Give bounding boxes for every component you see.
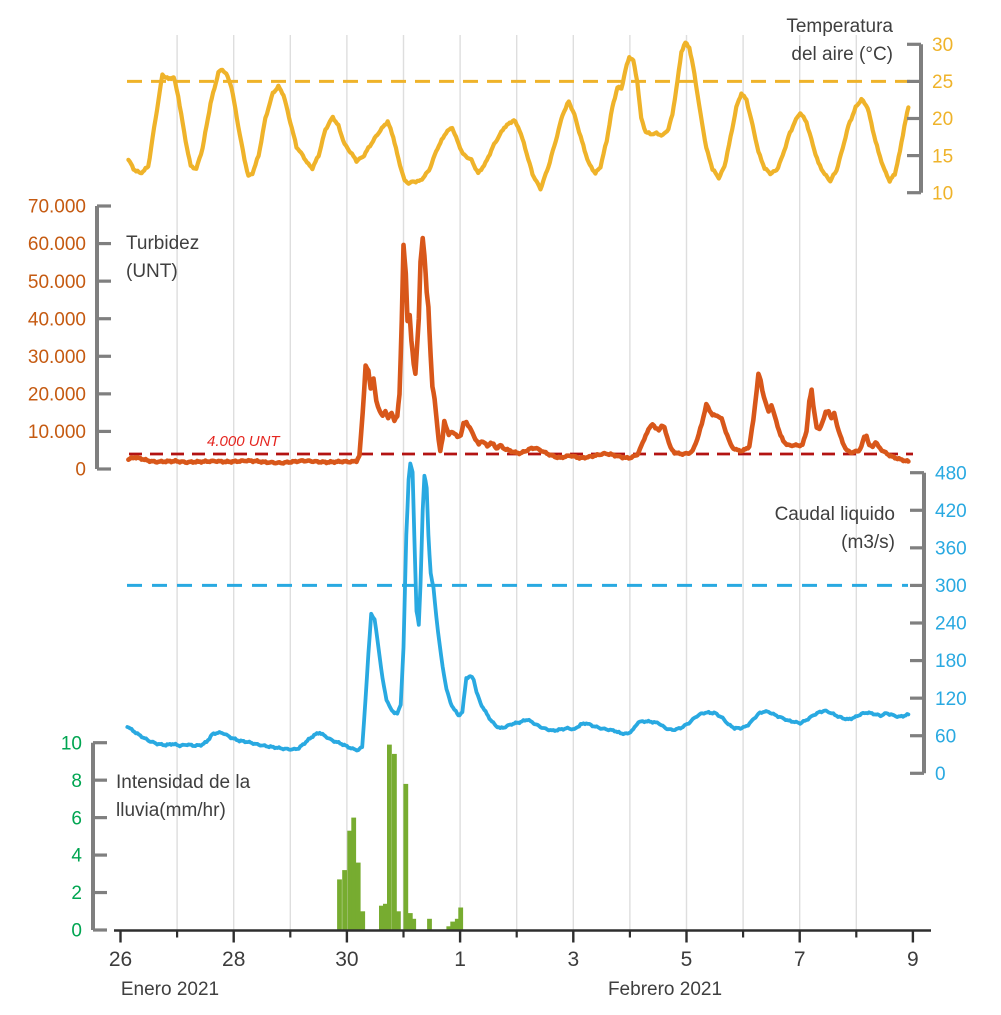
panel-title-flow-line1: Caudal liquido: [774, 504, 895, 525]
x-axis-month-febrero: Febrero 2021: [607, 979, 723, 1000]
rain-bar: [446, 926, 452, 930]
rain-bar: [383, 903, 388, 930]
rain-bar: [351, 817, 357, 930]
rain-bar: [387, 744, 392, 930]
panel-title-temperature: Temperatura del aire (°C): [786, 13, 893, 69]
rain-bar: [454, 918, 460, 930]
rain-bar: [337, 879, 342, 930]
temperature-tick-label: 30: [932, 35, 953, 56]
panel-title-temperature-line2: del aire (°C): [791, 44, 893, 65]
panel-title-rain-line2: lluvia(mm/hr): [116, 800, 226, 821]
rain-bar: [379, 905, 384, 930]
panel-title-temperature-line1: Temperatura: [786, 16, 893, 37]
rain-bar: [347, 830, 353, 930]
temperature-tick-label: 15: [932, 146, 953, 167]
x-tick-label: 30: [335, 948, 358, 971]
turbidity-tick-label: 70.000: [28, 197, 86, 218]
panel-title-turbidity-line2: (UNT): [126, 261, 178, 282]
turbidity-tick-label: 30.000: [28, 347, 86, 368]
panel-title-rain-line1: Intensidad de la: [116, 772, 251, 793]
turbidity-tick-label: 50.000: [28, 272, 86, 293]
rain-bar: [427, 918, 432, 930]
rain-bar: [355, 862, 361, 930]
rain-tick-label: 6: [71, 808, 82, 829]
panel-title-rain: Intensidad de la lluvia(mm/hr): [116, 769, 250, 825]
x-tick-label: 7: [794, 948, 806, 971]
temperature-tick-label: 25: [932, 72, 953, 93]
rain-bar: [450, 921, 456, 930]
flow-tick-label: 60: [935, 726, 956, 747]
flow-tick-label: 360: [935, 539, 967, 560]
panel-title-flow-line2: (m3/s): [841, 532, 895, 553]
flow-tick-label: 0: [935, 764, 946, 785]
x-tick-label: 5: [681, 948, 693, 971]
rain-tick-label: 10: [61, 733, 82, 754]
rain-tick-label: 2: [71, 883, 82, 904]
x-axis-month-enero: Enero 2021: [120, 979, 220, 1000]
rain-bar: [407, 913, 413, 930]
temperature-tick-label: 10: [932, 183, 953, 204]
turbidity-tick-label: 10.000: [28, 422, 86, 443]
rain-bar: [411, 918, 417, 930]
flow-tick-label: 300: [935, 576, 967, 597]
temperature-tick-label: 20: [932, 109, 953, 130]
turbidity-tick-label: 60.000: [28, 234, 86, 255]
flow-tick-label: 420: [935, 501, 967, 522]
rain-bar: [360, 911, 366, 930]
rain-bar: [342, 870, 347, 930]
panel-title-flow: Caudal liquido (m3/s): [775, 501, 895, 557]
panel-title-turbidity: Turbidez (UNT): [126, 230, 199, 286]
x-tick-label: 9: [907, 948, 919, 971]
panel-title-turbidity-line1: Turbidez: [126, 233, 200, 254]
flow-tick-label: 180: [935, 651, 967, 672]
rain-tick-label: 4: [71, 846, 82, 867]
turbidity-tick-label: 0: [75, 460, 86, 481]
rain-bar: [396, 911, 401, 930]
x-tick-label: 1: [454, 948, 466, 971]
turbidity-tick-label: 40.000: [28, 309, 86, 330]
flow-tick-label: 120: [935, 689, 967, 710]
x-tick-label: 3: [567, 948, 579, 971]
turbidity-tick-label: 20.000: [28, 385, 86, 406]
turbidity-threshold-label: 4.000 UNT: [207, 433, 280, 450]
rain-bar: [392, 753, 397, 930]
rain-tick-label: 0: [71, 921, 82, 942]
temperature-line: [126, 40, 911, 192]
rain-bar: [458, 907, 464, 930]
flow-tick-label: 240: [935, 614, 967, 635]
flow-tick-label: 480: [935, 463, 967, 484]
rain-bar: [403, 783, 409, 930]
x-tick-label: 28: [222, 948, 245, 971]
x-tick-label: 26: [109, 948, 132, 971]
turbidity-line: [126, 235, 911, 466]
rain-tick-label: 8: [71, 771, 82, 792]
flow-line: [125, 461, 911, 753]
